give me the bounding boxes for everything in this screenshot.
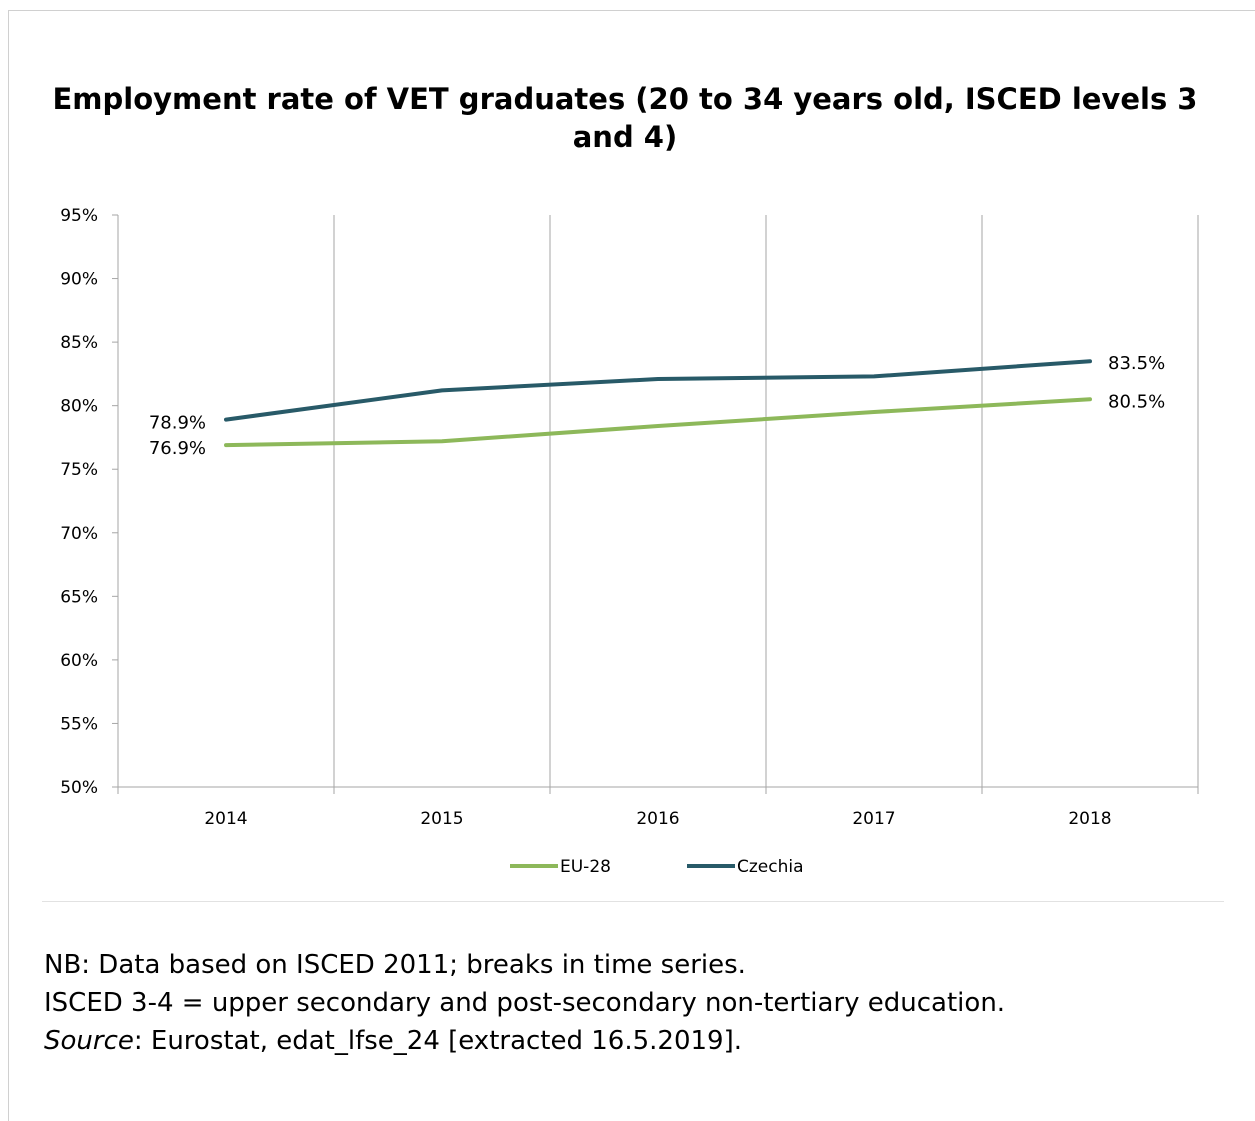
series-lines [224, 359, 1092, 448]
series-line-czechia [224, 359, 1092, 422]
source-text: : Eurostat, edat_lfse_24 [extracted 16.5… [133, 1026, 742, 1056]
data-label: 78.9% [149, 413, 206, 434]
note-isced: ISCED 3-4 = upper secondary and post-sec… [44, 988, 1006, 1018]
note-nb: NB: Data based on ISCED 2011; breaks in … [44, 950, 746, 980]
y-tick-label: 85% [60, 333, 98, 353]
x-tick-label: 2014 [204, 809, 247, 829]
line-chart: 50% 55% 60% 65% 70% 75% 80% 85% 90% 95% 2014 2015 20… [60, 206, 1199, 877]
x-tick-label: 2017 [852, 809, 895, 829]
series-line-eu-28 [224, 397, 1092, 448]
y-tick-label: 60% [60, 651, 98, 671]
y-tick-label: 50% [60, 778, 98, 798]
note-source: Source: Eurostat, edat_lfse_24 [extracte… [44, 1022, 1224, 1060]
y-tick-label: 95% [60, 206, 98, 226]
y-tick-label: 65% [60, 587, 98, 607]
axes: 50% 55% 60% 65% 70% 75% 80% 85% 90% 95% 2014 2015 20… [60, 206, 1199, 829]
y-tick-label: 55% [60, 714, 98, 734]
x-tick-label: 2015 [420, 809, 463, 829]
x-tick-label: 2016 [636, 809, 679, 829]
divider [42, 901, 1224, 902]
data-label: 80.5% [1108, 391, 1165, 412]
y-tick-label: 70% [60, 524, 98, 544]
chart-title: Employment rate of VET graduates (20 to … [52, 82, 1198, 154]
data-labels: 76.9% 80.5% 78.9% 83.5% [149, 353, 1165, 459]
chart-frame [8, 10, 1255, 1121]
y-tick-label: 90% [60, 270, 98, 290]
chart-notes: NB: Data based on ISCED 2011; breaks in … [44, 946, 1224, 1060]
grid-lines [333, 215, 1199, 787]
legend-label: Czechia [737, 857, 804, 877]
legend-label: EU-28 [560, 857, 611, 877]
source-label: Source [44, 1026, 134, 1056]
x-tick-label: 2018 [1068, 809, 1111, 829]
data-label: 76.9% [149, 438, 206, 459]
y-tick-label: 75% [60, 460, 98, 480]
legend: EU-28 Czechia [510, 857, 804, 877]
data-label: 83.5% [1108, 353, 1165, 374]
y-tick-label: 80% [60, 397, 98, 417]
